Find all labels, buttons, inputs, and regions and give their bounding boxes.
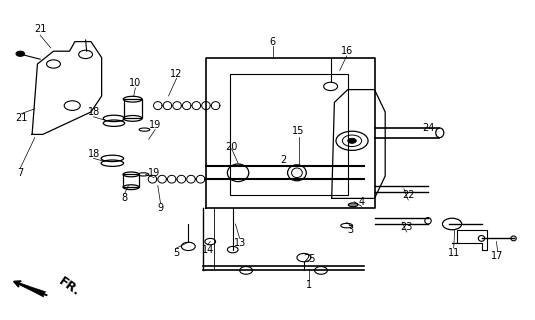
Text: 1: 1 xyxy=(306,280,312,290)
Text: FR.: FR. xyxy=(56,275,82,298)
Text: 6: 6 xyxy=(270,36,276,47)
Text: 9: 9 xyxy=(157,203,164,213)
Text: 18: 18 xyxy=(88,148,100,159)
Text: 14: 14 xyxy=(202,244,213,255)
Text: 8: 8 xyxy=(121,193,128,204)
Bar xyxy=(124,99,142,118)
Text: 2: 2 xyxy=(280,155,287,165)
Text: 24: 24 xyxy=(422,123,434,133)
Text: 5: 5 xyxy=(173,248,180,258)
Text: 22: 22 xyxy=(402,190,415,200)
Text: 23: 23 xyxy=(400,222,413,232)
Text: 21: 21 xyxy=(15,113,28,124)
Text: 10: 10 xyxy=(129,78,141,88)
Bar xyxy=(123,174,139,187)
Text: 25: 25 xyxy=(303,254,316,264)
Text: 4: 4 xyxy=(358,196,365,207)
Text: 20: 20 xyxy=(225,142,238,152)
Text: 19: 19 xyxy=(148,168,160,178)
Ellipse shape xyxy=(348,203,358,207)
Text: 13: 13 xyxy=(234,238,246,248)
Text: 21: 21 xyxy=(34,24,47,34)
Circle shape xyxy=(348,138,356,143)
Text: 19: 19 xyxy=(149,120,161,130)
Text: 16: 16 xyxy=(341,46,353,56)
Text: 7: 7 xyxy=(17,168,24,178)
Text: 17: 17 xyxy=(491,251,504,261)
Text: 15: 15 xyxy=(292,126,305,136)
Text: 12: 12 xyxy=(170,68,183,79)
Circle shape xyxy=(16,51,25,56)
Bar xyxy=(230,74,348,195)
Text: 3: 3 xyxy=(347,225,354,236)
Text: 11: 11 xyxy=(448,248,460,258)
Text: 18: 18 xyxy=(88,107,100,117)
